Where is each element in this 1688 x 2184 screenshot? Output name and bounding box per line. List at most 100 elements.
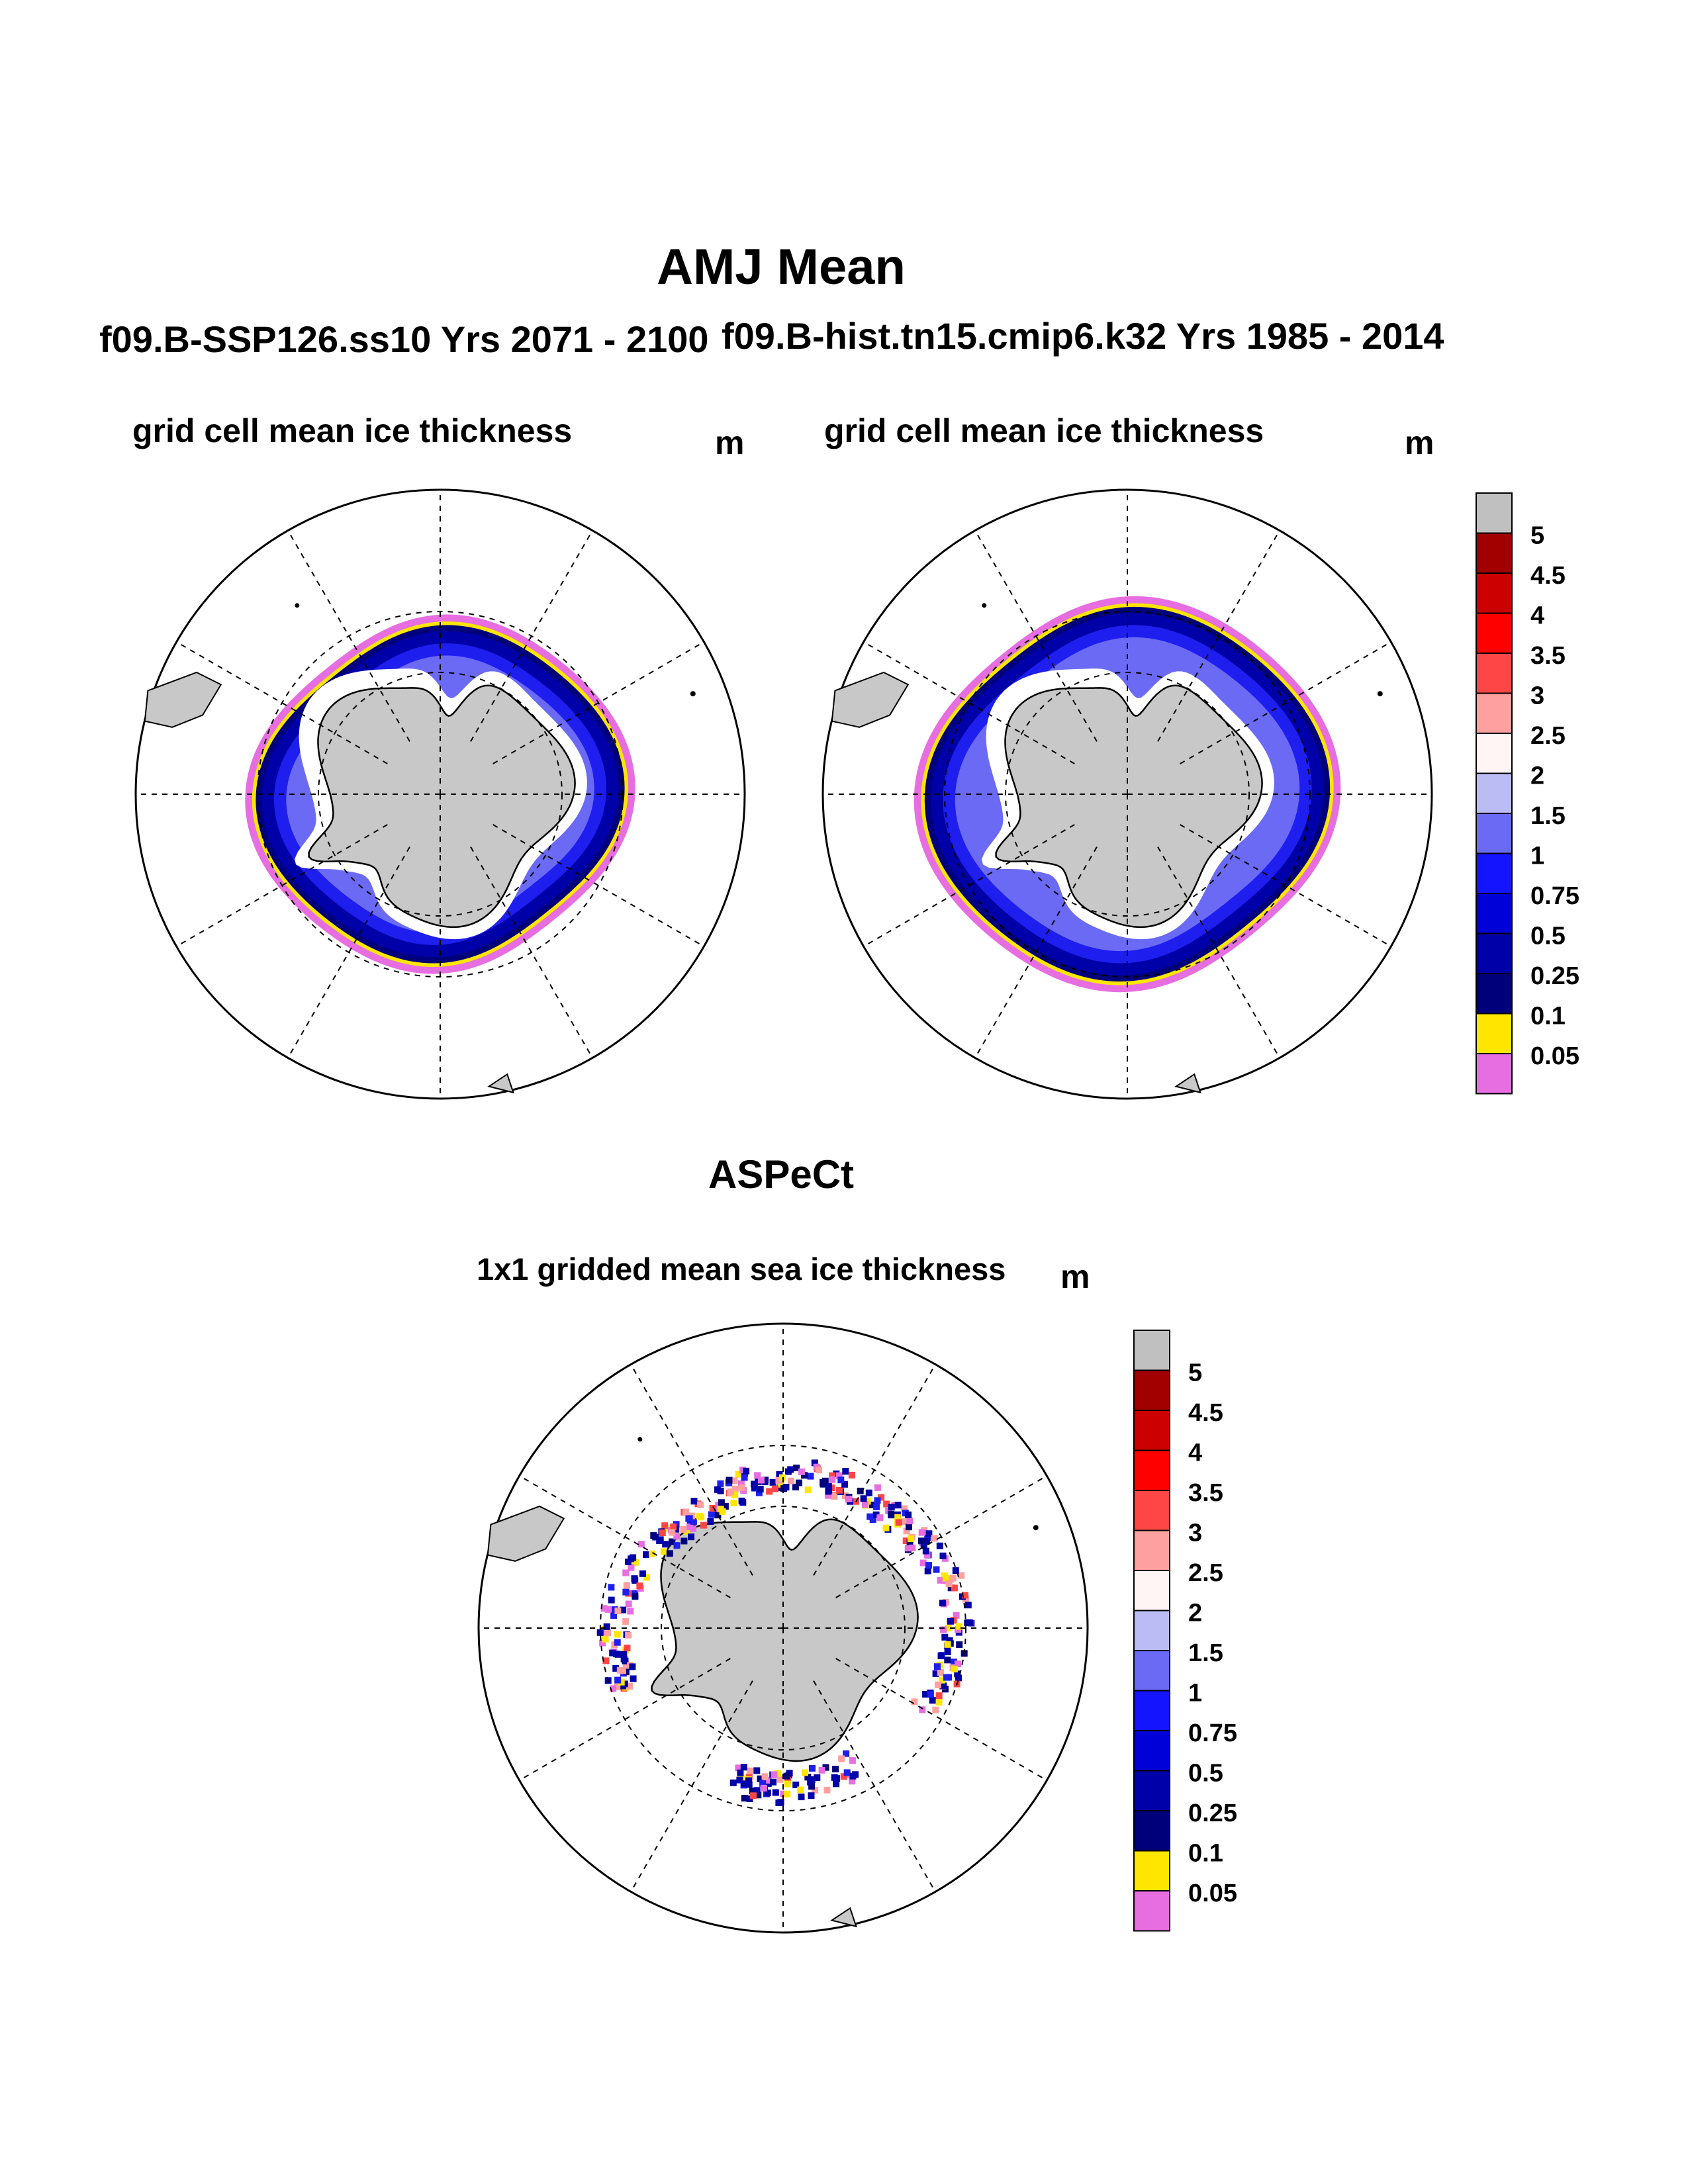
colorbar-box bbox=[1133, 1570, 1170, 1612]
latitude-circle bbox=[1005, 672, 1250, 917]
observation-cell bbox=[922, 1547, 929, 1555]
observation-cell bbox=[925, 1530, 933, 1537]
meridian-line bbox=[813, 1364, 936, 1576]
observation-cell bbox=[669, 1538, 676, 1545]
graticule bbox=[479, 1324, 1088, 1933]
panel1-units-label: m bbox=[715, 424, 745, 461]
observation-cell bbox=[777, 1480, 784, 1488]
colorbar-box bbox=[1476, 733, 1513, 774]
colorbar-label: 4.5 bbox=[1530, 562, 1566, 590]
observation-cell bbox=[643, 1551, 649, 1558]
colorbar-box bbox=[1133, 1369, 1170, 1411]
observation-cell bbox=[953, 1612, 960, 1619]
observation-cell bbox=[923, 1551, 931, 1559]
observation-cell bbox=[778, 1474, 786, 1481]
observation-cell bbox=[727, 1488, 734, 1496]
observation-cell bbox=[757, 1486, 764, 1493]
observation-cell bbox=[739, 1484, 746, 1491]
colorbar-label: 1.5 bbox=[1530, 802, 1566, 830]
panel1-case-title: f09.B-SSP126.ss10 Yrs 2071 - 2100 bbox=[99, 318, 709, 360]
observation-cell bbox=[614, 1683, 621, 1690]
observation-cell bbox=[782, 1484, 790, 1491]
observation-cell bbox=[629, 1663, 636, 1670]
colorbar-box bbox=[1133, 1770, 1170, 1811]
observation-cell bbox=[934, 1663, 941, 1670]
colorbar-box bbox=[1133, 1690, 1170, 1731]
colorbar-box bbox=[1133, 1449, 1170, 1491]
observation-cell bbox=[784, 1776, 791, 1784]
observation-cell bbox=[737, 1480, 745, 1487]
observation-cell bbox=[787, 1477, 794, 1484]
observation-cell bbox=[807, 1473, 814, 1480]
colorbar-label: 0.05 bbox=[1530, 1042, 1579, 1070]
observation-cell bbox=[816, 1467, 822, 1474]
observation-cell bbox=[627, 1608, 634, 1615]
observation-cell bbox=[837, 1477, 845, 1484]
observation-cell bbox=[933, 1566, 940, 1573]
obs-units-label: m bbox=[1060, 1258, 1090, 1295]
panel2-units-label: m bbox=[1405, 424, 1434, 461]
colorbar-label: 0.25 bbox=[1188, 1799, 1237, 1827]
observation-cell bbox=[604, 1606, 612, 1613]
observation-cell bbox=[833, 1780, 840, 1788]
observation-cell bbox=[622, 1668, 630, 1676]
observation-cell bbox=[774, 1770, 781, 1777]
observation-cell bbox=[623, 1661, 630, 1668]
observation-cell bbox=[937, 1653, 945, 1660]
observation-cell bbox=[717, 1480, 724, 1487]
observation-cell bbox=[876, 1514, 884, 1522]
colorbar-box bbox=[1133, 1850, 1170, 1891]
observation-cell bbox=[900, 1505, 908, 1512]
observation-cell bbox=[929, 1697, 936, 1704]
observation-cell bbox=[964, 1602, 972, 1609]
observation-cell bbox=[874, 1484, 881, 1491]
observation-cell bbox=[802, 1769, 808, 1776]
observation-cell bbox=[626, 1682, 633, 1690]
observation-cell bbox=[649, 1550, 656, 1557]
observation-cell bbox=[680, 1537, 688, 1545]
observation-cell bbox=[947, 1576, 954, 1583]
observation-cell bbox=[894, 1502, 902, 1509]
colorbar-label: 0.25 bbox=[1530, 962, 1579, 990]
observation-cell bbox=[596, 1629, 604, 1636]
observation-cell bbox=[838, 1755, 845, 1762]
observation-cell bbox=[939, 1676, 946, 1684]
kerguelen-island bbox=[690, 691, 696, 697]
observation-cell bbox=[924, 1567, 931, 1574]
south-america-land bbox=[487, 1505, 565, 1562]
observation-cell bbox=[761, 1773, 769, 1780]
south-america-land bbox=[144, 671, 222, 728]
observation-cell bbox=[685, 1515, 692, 1522]
observation-cell bbox=[714, 1512, 722, 1519]
observation-cell bbox=[950, 1659, 957, 1666]
observation-cell bbox=[792, 1781, 800, 1788]
observation-cell bbox=[940, 1626, 947, 1633]
observation-cell bbox=[753, 1787, 761, 1794]
observation-cell bbox=[818, 1766, 825, 1774]
observation-cell bbox=[849, 1778, 856, 1785]
observation-cell bbox=[935, 1699, 943, 1706]
observation-cell bbox=[798, 1794, 805, 1801]
colorbar-label: 0.5 bbox=[1530, 923, 1566, 950]
observation-cell bbox=[907, 1535, 914, 1542]
observation-cell bbox=[812, 1787, 819, 1794]
new-zealand-land bbox=[830, 1907, 857, 1928]
observation-cell bbox=[941, 1633, 949, 1641]
observation-cell bbox=[904, 1545, 912, 1552]
observation-cell bbox=[765, 1780, 772, 1788]
colorbar-box bbox=[1476, 692, 1513, 734]
colorbar-box bbox=[1476, 653, 1513, 694]
observation-cell bbox=[625, 1600, 632, 1608]
observation-cell bbox=[751, 1480, 758, 1488]
observation-cell bbox=[741, 1795, 748, 1801]
observation-cell bbox=[620, 1606, 627, 1614]
observation-cell bbox=[944, 1648, 951, 1655]
observation-cell bbox=[603, 1623, 610, 1630]
observation-cell bbox=[920, 1542, 927, 1549]
meridian-line bbox=[1157, 530, 1280, 742]
map-panel-ssp126 bbox=[134, 488, 746, 1100]
observation-cell bbox=[737, 1769, 744, 1776]
panel2-case-title: f09.B-hist.tn15.cmip6.k32 Yrs 1985 - 201… bbox=[722, 315, 1444, 357]
colorbar-box bbox=[1476, 1053, 1513, 1095]
